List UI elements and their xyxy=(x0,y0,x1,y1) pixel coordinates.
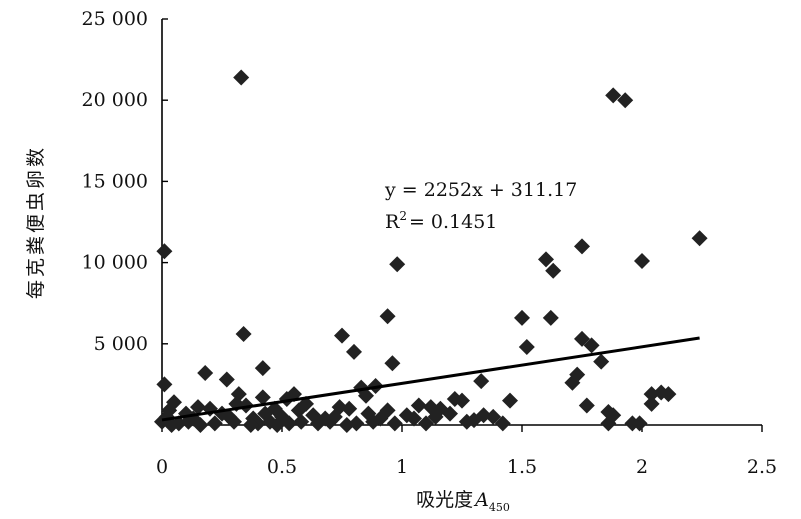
data-point xyxy=(281,415,298,432)
data-point xyxy=(190,399,206,416)
data-point xyxy=(442,405,458,422)
data-point xyxy=(578,397,595,414)
data-point xyxy=(341,400,358,417)
data-point xyxy=(617,92,634,109)
trendline xyxy=(161,336,700,422)
data-point xyxy=(206,415,223,432)
data-point xyxy=(485,408,502,425)
y-axis-ticks: 5 000 10 000 15 000 20 000 25 000 xyxy=(82,8,168,355)
data-point xyxy=(254,389,271,406)
data-point xyxy=(631,415,648,432)
data-point xyxy=(338,417,355,433)
y-axis-label: 每克粪便虫卵数 xyxy=(25,145,47,299)
data-point xyxy=(226,413,242,430)
data-point xyxy=(583,337,600,354)
r-squared-label: R2 = 0.1451 xyxy=(385,209,497,233)
data-point xyxy=(600,415,617,432)
data-point xyxy=(293,413,310,430)
x-tick-label: 0 xyxy=(156,456,168,478)
data-point xyxy=(545,262,562,279)
data-point xyxy=(242,417,259,433)
y-tick-label: 20 000 xyxy=(82,89,148,111)
x-tick-label: 1 xyxy=(396,456,408,478)
trendline-group xyxy=(161,336,700,422)
r-squared-prefix: R xyxy=(385,211,400,233)
data-point xyxy=(643,386,660,403)
data-point xyxy=(156,376,173,393)
data-point xyxy=(564,374,581,391)
x-tick-label: 2.5 xyxy=(747,456,777,478)
x-tick-label: 1.5 xyxy=(507,456,537,478)
data-point xyxy=(406,410,422,427)
data-point xyxy=(384,355,401,372)
data-point xyxy=(310,415,326,432)
data-point xyxy=(660,386,677,403)
y-tick-label: 5 000 xyxy=(94,333,148,355)
y-tick-label: 10 000 xyxy=(82,252,148,274)
data-point xyxy=(254,360,271,377)
data-point xyxy=(386,415,403,432)
x-axis-label: 吸光度 A450 xyxy=(416,489,510,514)
data-point xyxy=(156,243,173,260)
data-point xyxy=(518,339,535,356)
data-point xyxy=(197,365,214,382)
r-squared-superscript: 2 xyxy=(399,209,407,223)
data-point xyxy=(358,387,374,404)
x-axis-label-text: 吸光度 xyxy=(416,489,473,511)
r-squared-value: = 0.1451 xyxy=(409,211,497,233)
y-tick-label: 25 000 xyxy=(82,8,148,30)
data-point xyxy=(389,256,406,273)
data-point xyxy=(379,308,396,325)
data-point xyxy=(410,397,427,414)
data-point xyxy=(290,402,307,419)
data-point xyxy=(502,392,518,409)
data-point xyxy=(494,415,511,432)
data-point xyxy=(192,417,209,433)
data-point xyxy=(634,252,650,269)
data-point xyxy=(643,395,660,412)
data-point xyxy=(427,408,444,425)
data-point xyxy=(593,353,610,370)
data-point xyxy=(235,326,252,343)
data-point xyxy=(454,392,470,409)
data-point xyxy=(233,69,250,86)
y-tick-label: 15 000 xyxy=(82,170,148,192)
data-point xyxy=(691,230,708,247)
data-point xyxy=(346,343,362,360)
data-point xyxy=(574,238,590,255)
x-axis-label-subscript: 450 xyxy=(489,501,510,514)
data-point xyxy=(322,413,338,430)
data-point xyxy=(605,87,622,104)
data-point xyxy=(473,373,490,390)
x-tick-label: 0.5 xyxy=(267,456,297,478)
data-point xyxy=(418,415,434,432)
data-point xyxy=(542,309,559,326)
x-axis-ticks: 0 0.5 1 1.5 2 2.5 xyxy=(156,425,777,478)
data-point xyxy=(538,251,554,268)
data-point xyxy=(163,417,180,433)
data-point xyxy=(365,413,382,430)
trendline-equation: y = 2252x + 311.17 xyxy=(384,179,577,201)
data-point xyxy=(458,413,475,430)
data-point xyxy=(218,371,235,388)
x-tick-label: 2 xyxy=(636,456,648,478)
data-point xyxy=(238,397,254,414)
x-axis-label-variable: A xyxy=(473,489,489,511)
data-point xyxy=(269,417,286,433)
data-point xyxy=(574,330,590,347)
data-point xyxy=(514,309,530,326)
data-point xyxy=(334,327,350,344)
